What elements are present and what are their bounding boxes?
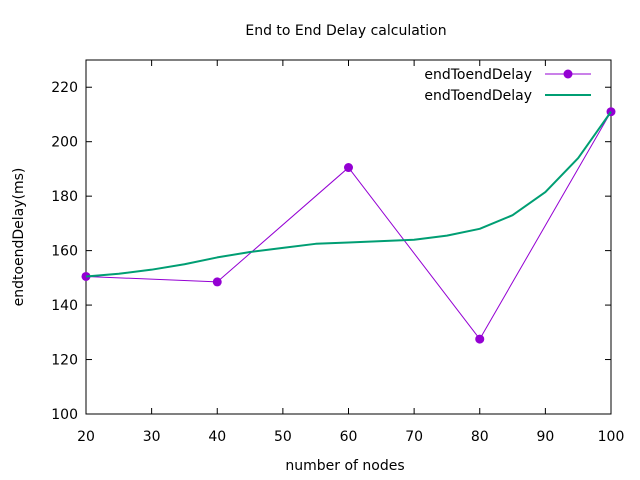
y-tick-label: 160	[51, 244, 78, 260]
x-tick-label: 90	[536, 429, 554, 445]
y-tick-label: 200	[51, 135, 78, 151]
y-tick-label: 120	[51, 353, 78, 369]
data-point	[475, 334, 485, 344]
x-tick-label: 40	[208, 429, 226, 445]
x-tick-label: 80	[471, 429, 489, 445]
legend: endToendDelay endToendDelay	[424, 67, 591, 104]
series-layer	[81, 107, 616, 344]
axis-ticks	[85, 60, 612, 415]
data-point	[344, 163, 353, 173]
x-tick-label: 20	[77, 429, 95, 445]
x-tick-label: 100	[598, 429, 625, 445]
data-point	[212, 277, 222, 287]
y-tick-labels: 100 120 140 160 180 200 220	[51, 80, 78, 423]
y-axis-label: endtoendDelay(ms)	[11, 168, 27, 307]
x-tick-label: 30	[143, 429, 161, 445]
series-line-points	[85, 111, 612, 340]
series-line-smooth	[85, 111, 612, 278]
legend-label: endToendDelay	[424, 88, 532, 104]
x-tick-label: 70	[405, 429, 423, 445]
x-tick-label: 60	[340, 429, 358, 445]
plot-frame	[85, 59, 612, 415]
x-axis-label: number of nodes	[285, 458, 404, 474]
y-tick-label: 220	[51, 80, 78, 96]
chart-title: End to End Delay calculation	[245, 23, 446, 39]
y-tick-label: 140	[51, 298, 78, 314]
legend-marker	[563, 69, 573, 79]
x-tick-label: 50	[274, 429, 292, 445]
legend-label: endToendDelay	[424, 67, 532, 83]
y-tick-label: 180	[51, 189, 78, 205]
y-tick-label: 100	[51, 407, 78, 423]
x-tick-labels: 20 30 40 50 60 70 80 90 100	[77, 429, 624, 445]
